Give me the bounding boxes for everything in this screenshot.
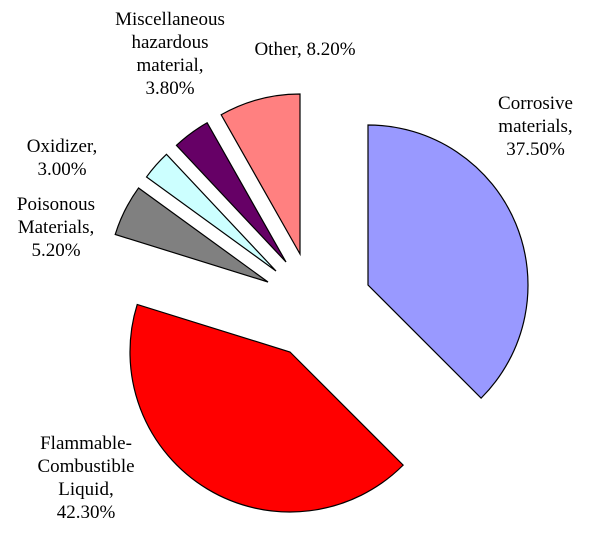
value-label: 42.30% [56, 502, 116, 523]
value-label: 8.20% [306, 39, 356, 60]
slice-label: Poisonous Materials, 5.20% [2, 193, 110, 262]
category-label: Miscellaneous hazardous material, [115, 9, 225, 76]
pie-slice [145, 153, 277, 272]
value-label: 3.80% [145, 78, 195, 99]
pie-slice [367, 124, 529, 399]
slice-label: Oxidizer, 3.00% [12, 135, 112, 181]
slice-label: Corrosive materials, 37.50% [478, 92, 593, 161]
value-label: 3.00% [37, 159, 87, 180]
category-label: Other, [254, 39, 302, 60]
slice-label: Other, 8.20% [225, 38, 385, 61]
slice-label: Flammable-Combustible Liquid, 42.30% [30, 432, 142, 524]
value-label: 5.20% [31, 240, 81, 261]
value-label: 37.50% [506, 139, 565, 160]
pie-slice [129, 303, 404, 513]
category-label: Poisonous Materials, [16, 194, 96, 238]
pie-slice [114, 187, 269, 283]
category-label: Flammable-Combustible Liquid, [37, 433, 135, 500]
category-label: Corrosive materials, [498, 93, 573, 137]
pie-slice [220, 93, 301, 257]
pie-slice [175, 121, 287, 263]
category-label: Oxidizer, [26, 136, 98, 157]
slice-label: Miscellaneous hazardous material, 3.80% [108, 8, 232, 100]
